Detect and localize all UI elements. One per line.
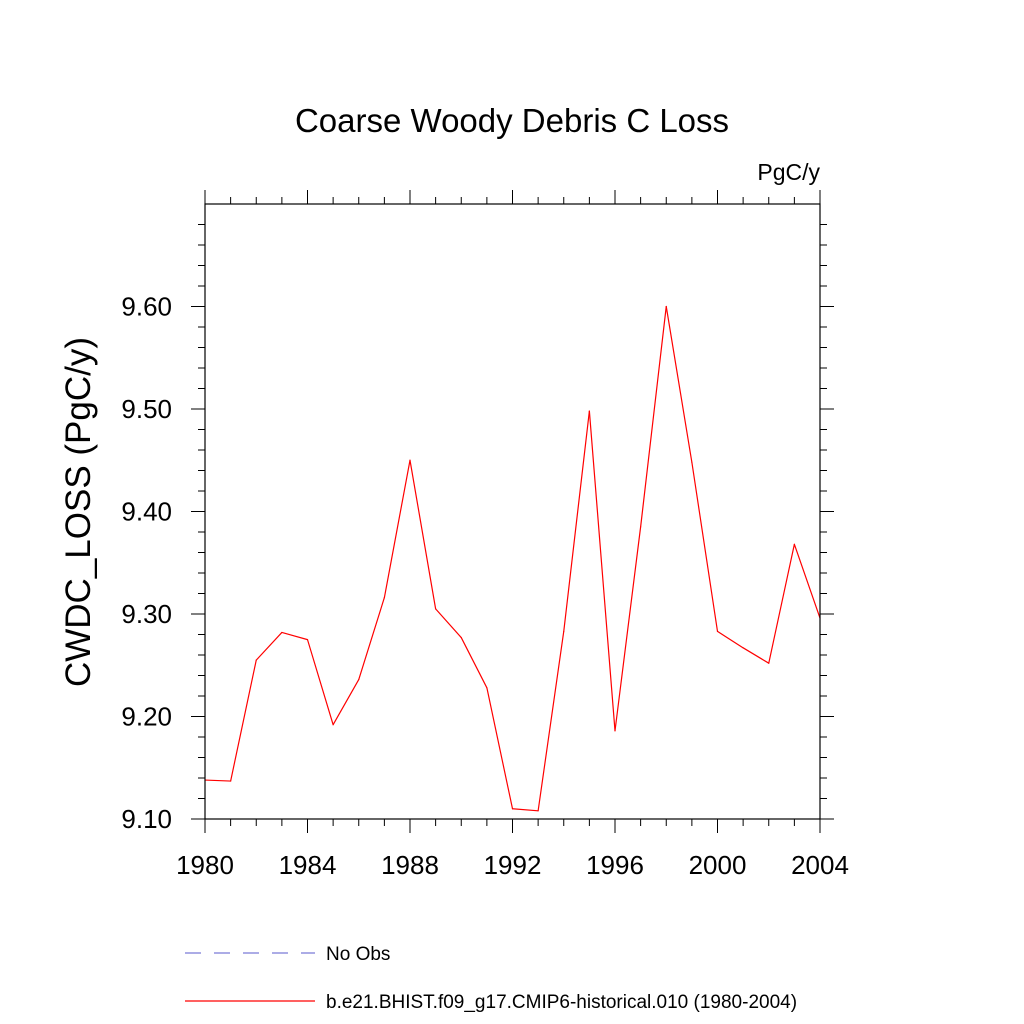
series-line-segment: [716, 630, 744, 649]
series-line-segment: [588, 410, 616, 732]
plot-frame: [204, 203, 821, 820]
series-line-segment: [435, 608, 462, 639]
axis-ticks: [191, 190, 834, 833]
series-line-segment: [332, 678, 360, 726]
series-line-segment: [486, 687, 514, 810]
legend-label-no-obs: No Obs: [326, 944, 390, 965]
series-line-segment: [511, 808, 539, 812]
series-line-segment: [409, 459, 437, 610]
x-tick-labels: 1980 1984 1988 1992 1996 2000 2004: [176, 850, 849, 880]
x-tick-label: 1992: [484, 850, 542, 880]
series-line-segment: [537, 630, 565, 812]
y-tick-label: 9.30: [121, 599, 172, 629]
series-line-segment: [640, 305, 667, 528]
y-tick-label: 9.40: [121, 497, 172, 527]
series-line-segment: [768, 543, 795, 664]
x-tick-label: 2000: [689, 850, 747, 880]
series-line-segment: [793, 543, 821, 619]
x-tick-label: 1984: [279, 850, 337, 880]
series-line-segment: [230, 659, 257, 782]
series-line-segment: [742, 647, 770, 664]
series-line-segment: [358, 596, 385, 681]
y-tick-label: 9.60: [121, 292, 172, 322]
series-line-segment: [665, 305, 693, 463]
legend: No Obs b.e21.BHIST.f09_g17.CMIP6-histori…: [185, 944, 797, 1013]
series-line-segment: [281, 631, 309, 641]
series-line-segment: [460, 636, 488, 689]
series-line-segment: [563, 410, 590, 633]
units-label: PgC/y: [757, 159, 820, 185]
x-tick-label: 2004: [791, 850, 849, 880]
legend-label-historical: b.e21.BHIST.f09_g17.CMIP6-historical.010…: [326, 992, 797, 1013]
x-tick-label: 1980: [176, 850, 234, 880]
y-tick-label: 9.10: [121, 804, 172, 834]
series-line-segment: [691, 461, 719, 633]
series-layer: [204, 305, 821, 812]
series-line-segment: [306, 639, 334, 726]
chart-title: Coarse Woody Debris C Loss: [295, 102, 729, 139]
y-tick-label: 9.50: [121, 394, 172, 424]
series-line-segment: [614, 526, 642, 732]
y-tick-labels: 9.10 9.20 9.30 9.40 9.50 9.60: [121, 292, 172, 835]
x-tick-label: 1996: [586, 850, 644, 880]
y-tick-label: 9.20: [121, 702, 172, 732]
series-line-segment: [204, 779, 232, 782]
series-line-segment: [255, 631, 283, 661]
series-line-segment: [383, 459, 411, 599]
y-axis-label: CWDC_LOSS (PgC/y): [59, 337, 98, 687]
x-tick-label: 1988: [381, 850, 439, 880]
